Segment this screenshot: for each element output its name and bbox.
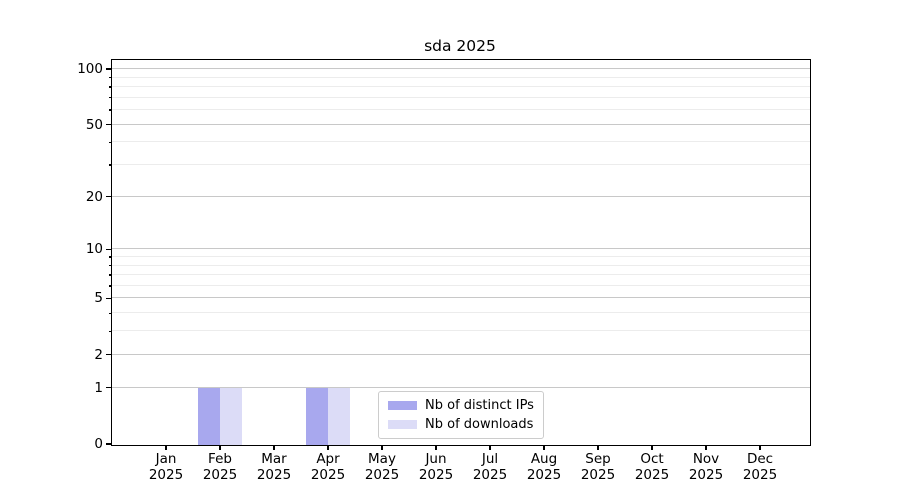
x-tick-label-feb: Feb 2025 — [202, 451, 238, 483]
x-tick-label-jul: Jul 2025 — [472, 451, 508, 483]
minor-gridline-8 — [111, 264, 810, 266]
y-tick-0 — [106, 443, 111, 445]
x-tick-label-may: May 2025 — [364, 451, 400, 483]
plot-area — [110, 58, 811, 446]
x-tick-label-sep: Sep 2025 — [580, 451, 616, 483]
x-tick-jan — [165, 446, 167, 450]
plot-inner — [111, 60, 810, 445]
y-minor-tick-7 — [108, 274, 111, 276]
legend-swatch-distinct-ips — [388, 400, 417, 411]
y-minor-tick-8 — [108, 264, 111, 267]
y-tick-label-0: 0 — [94, 436, 103, 452]
minor-gridline-40 — [111, 141, 810, 143]
x-tick-label-jun: Jun 2025 — [418, 451, 454, 483]
minor-gridline-80 — [111, 86, 810, 88]
minor-gridline-70 — [111, 96, 810, 98]
major-gridline-5 — [111, 297, 810, 299]
y-minor-tick-9 — [108, 256, 111, 258]
x-tick-feb — [219, 446, 221, 450]
x-tick-sep — [597, 446, 599, 450]
x-tick-dec — [759, 446, 761, 450]
legend-item-distinct-ips: Nb of distinct IPs — [388, 396, 536, 415]
y-minor-tick-70 — [108, 97, 111, 99]
y-tick-10 — [106, 248, 111, 250]
legend-swatch-downloads — [388, 419, 417, 430]
minor-gridline-7 — [111, 274, 810, 276]
major-gridline-20 — [111, 195, 810, 197]
x-tick-label-oct: Oct 2025 — [634, 451, 670, 483]
y-minor-tick-4 — [108, 312, 111, 314]
x-tick-jun — [435, 446, 437, 450]
y-minor-tick-6 — [108, 285, 111, 287]
y-tick-label-1: 1 — [94, 379, 103, 396]
x-tick-label-dec: Dec 2025 — [742, 451, 778, 483]
x-tick-may — [381, 446, 383, 450]
legend-item-downloads: Nb of downloads — [388, 415, 536, 434]
minor-gridline-4 — [111, 312, 810, 314]
x-tick-oct — [651, 446, 653, 450]
chart-title: sda 2025 — [424, 37, 496, 55]
y-minor-tick-90 — [108, 76, 111, 79]
y-tick-100 — [106, 68, 111, 70]
bar-apr-downloads — [327, 388, 350, 445]
y-tick-label-20: 20 — [85, 188, 103, 205]
bar-feb-downloads — [219, 388, 242, 445]
x-tick-aug — [543, 446, 545, 450]
minor-gridline-9 — [111, 255, 810, 257]
y-minor-tick-30 — [108, 164, 111, 166]
major-gridline-1 — [111, 386, 810, 388]
x-tick-apr — [327, 446, 329, 450]
legend-label-downloads: Nb of downloads — [425, 417, 534, 432]
x-tick-label-nov: Nov 2025 — [688, 451, 724, 483]
legend: Nb of distinct IPs Nb of downloads — [378, 391, 544, 439]
legend-label-distinct-ips: Nb of distinct IPs — [425, 398, 534, 413]
x-tick-nov — [705, 446, 707, 450]
y-minor-tick-80 — [108, 86, 111, 88]
x-tick-jul — [489, 446, 491, 450]
x-tick-label-mar: Mar 2025 — [256, 451, 292, 483]
y-tick-50 — [106, 123, 111, 126]
y-tick-label-100: 100 — [77, 61, 103, 78]
y-tick-label-2: 2 — [94, 346, 103, 363]
minor-gridline-90 — [111, 76, 810, 78]
x-tick-mar — [273, 446, 275, 450]
y-minor-tick-40 — [108, 141, 111, 144]
minor-gridline-3 — [111, 330, 810, 332]
y-tick-label-10: 10 — [85, 241, 103, 258]
x-tick-label-jan: Jan 2025 — [148, 451, 184, 483]
y-minor-tick-60 — [108, 109, 111, 111]
major-gridline-10 — [111, 248, 810, 250]
x-tick-label-apr: Apr 2025 — [310, 451, 346, 483]
y-tick-5 — [106, 297, 111, 300]
y-tick-label-50: 50 — [85, 116, 103, 133]
y-tick-1 — [106, 386, 111, 389]
minor-gridline-6 — [111, 284, 810, 286]
y-tick-2 — [106, 354, 111, 356]
major-gridline-2 — [111, 353, 810, 355]
minor-gridline-30 — [111, 164, 810, 166]
bar-apr-distinct-ips — [305, 388, 328, 445]
major-gridline-100 — [111, 68, 810, 70]
x-tick-label-aug: Aug 2025 — [526, 451, 562, 483]
y-tick-label-5: 5 — [94, 290, 103, 307]
y-tick-20 — [106, 195, 111, 198]
bar-feb-distinct-ips — [197, 388, 220, 445]
major-gridline-50 — [111, 123, 810, 125]
minor-gridline-60 — [111, 109, 810, 111]
y-minor-tick-3 — [108, 330, 111, 333]
